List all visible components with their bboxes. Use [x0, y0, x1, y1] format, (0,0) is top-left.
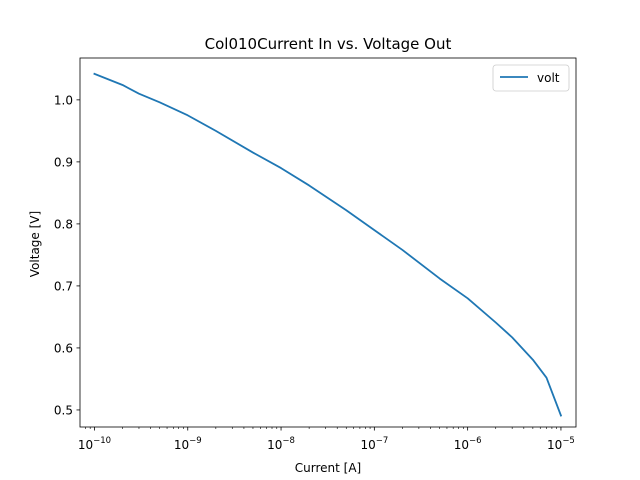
y-tick-label: 0.9	[54, 155, 73, 169]
y-axis-label: Voltage [V]	[28, 211, 42, 277]
x-tick-label: 10−8	[267, 436, 295, 452]
plot-frame	[79, 57, 577, 428]
y-tick-label: 1.0	[54, 93, 73, 107]
y-tick-label: 0.5	[54, 403, 73, 417]
y-tick-label: 0.7	[54, 279, 73, 293]
legend: volt	[492, 64, 570, 92]
x-axis: 10−10 10−9 10−8 10−7 10−6 10−5	[78, 427, 575, 452]
plot-area	[93, 72, 563, 417]
legend-box	[492, 64, 570, 92]
y-tick-label: 0.8	[54, 217, 73, 231]
y-axis: 0.5 0.6 0.7 0.8 0.9 1.0	[54, 93, 80, 417]
x-axis-label: Current [A]	[295, 461, 361, 475]
x-tick-label: 10−6	[454, 436, 482, 452]
x-tick-label: 10−7	[360, 436, 388, 452]
y-tick-label: 0.6	[54, 341, 73, 355]
x-tick-label: 10−5	[547, 436, 575, 452]
legend-label-volt: volt	[537, 71, 560, 85]
x-tick-label: 10−10	[78, 436, 111, 452]
x-tick-label: 10−9	[174, 436, 202, 452]
series-line-volt	[93, 72, 563, 417]
chart-title: Col010Current In vs. Voltage Out	[205, 35, 452, 53]
